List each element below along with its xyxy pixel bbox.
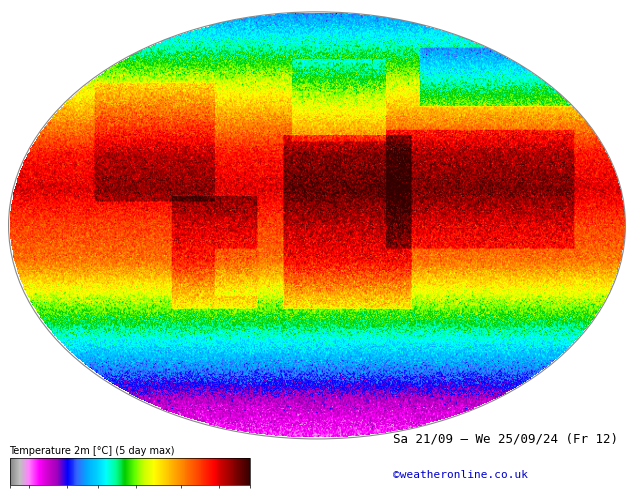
Text: ©weatheronline.co.uk: ©weatheronline.co.uk [393, 470, 528, 480]
Text: Sa 21/09 – We 25/09/24 (Fr 12): Sa 21/09 – We 25/09/24 (Fr 12) [393, 433, 618, 446]
Text: Temperature 2m [°C] (5 day max): Temperature 2m [°C] (5 day max) [10, 446, 175, 456]
